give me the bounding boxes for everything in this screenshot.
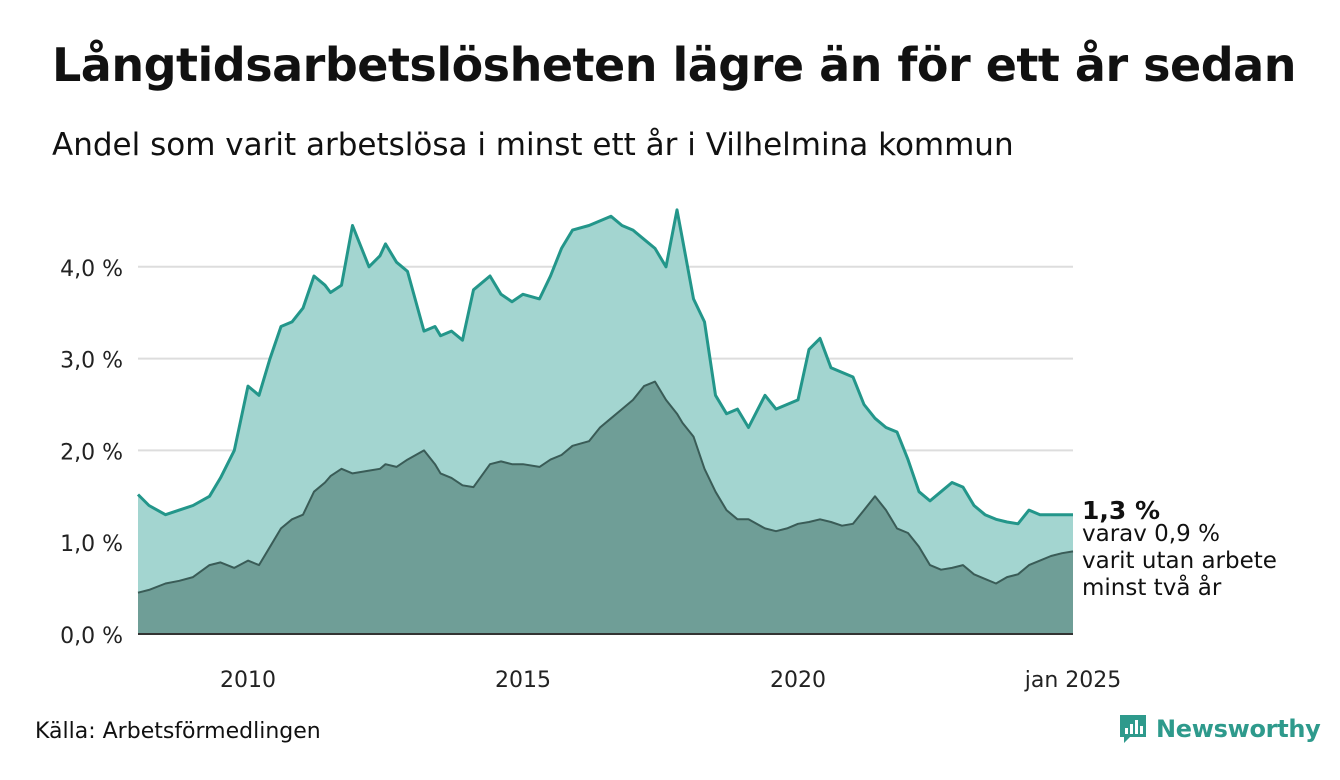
x-tick-label: 2010 xyxy=(220,668,276,693)
x-tick-label: jan 2025 xyxy=(1024,668,1122,693)
x-tick-label: 2015 xyxy=(495,668,551,693)
newsworthy-logo-icon xyxy=(1120,715,1146,743)
end-note-line: varit utan arbete xyxy=(1082,548,1277,574)
end-value-label: 1,3 % xyxy=(1082,496,1160,525)
area-long xyxy=(138,381,1073,634)
chart-subtitle: Andel som varit arbetslösa i minst ett å… xyxy=(52,127,1014,163)
brand-logo: Newsworthy xyxy=(1118,713,1321,745)
source-note: Källa: Arbetsförmedlingen xyxy=(35,719,321,744)
chart-title: Långtidsarbetslösheten lägre än för ett … xyxy=(52,38,1296,92)
line-long xyxy=(137,380,1074,594)
y-tick-label: 0,0 % xyxy=(60,624,123,649)
y-tick-label: 2,0 % xyxy=(60,440,123,465)
x-tick-label: 2020 xyxy=(770,668,826,693)
y-tick-label: 3,0 % xyxy=(60,349,123,374)
brand-name: Newsworthy xyxy=(1156,715,1321,743)
end-note-line: varav 0,9 % xyxy=(1082,521,1220,547)
y-tick-label: 1,0 % xyxy=(60,532,123,557)
line-total xyxy=(136,208,1073,526)
y-tick-label: 4,0 % xyxy=(60,257,123,282)
end-note-line: minst två år xyxy=(1082,573,1222,601)
